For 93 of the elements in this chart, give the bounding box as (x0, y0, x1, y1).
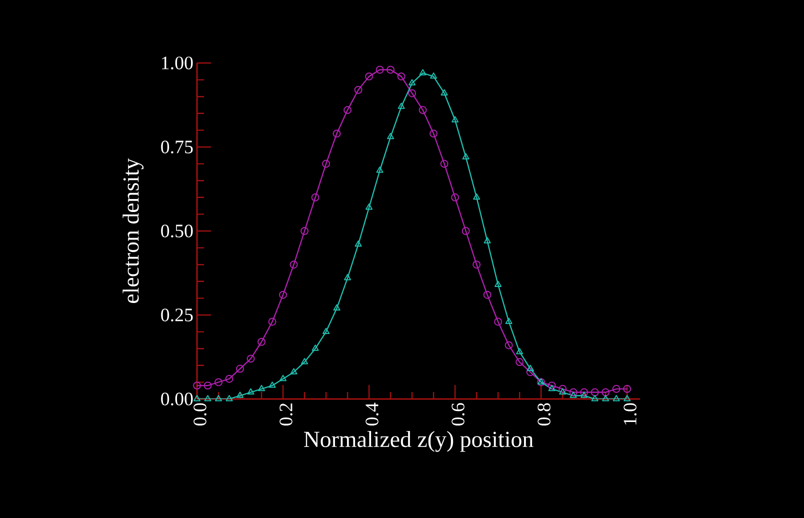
point (419, 69, 426, 76)
x-tick-label: 0.4 (366, 402, 378, 426)
point (300, 227, 309, 235)
point (204, 395, 212, 402)
point (612, 395, 620, 402)
point (484, 237, 491, 244)
point (580, 388, 588, 396)
y-tick-label: 0.25 (161, 308, 193, 322)
point (526, 368, 534, 376)
point (408, 79, 416, 86)
point (440, 89, 448, 96)
point (397, 72, 406, 80)
point (322, 328, 330, 334)
point (462, 153, 470, 160)
point (354, 240, 362, 247)
x-tick-label: 0.0 (194, 403, 206, 426)
point (418, 106, 427, 114)
x-tick-label: 0.8 (538, 403, 551, 426)
point (376, 66, 384, 74)
point (504, 341, 513, 350)
point (548, 384, 556, 392)
point (193, 382, 201, 390)
point (452, 116, 459, 122)
point (193, 395, 201, 402)
point (268, 318, 276, 326)
x-tick-label: 0.6 (452, 403, 464, 426)
point (376, 166, 384, 173)
point (268, 382, 276, 388)
point (430, 130, 438, 138)
point (279, 290, 288, 299)
point (462, 227, 470, 235)
point (354, 86, 362, 94)
point (365, 72, 374, 80)
point (322, 160, 330, 168)
point (290, 368, 298, 374)
point (548, 382, 556, 390)
point (312, 344, 319, 351)
point (226, 395, 233, 402)
point (590, 388, 599, 396)
point (225, 374, 234, 383)
point (247, 388, 254, 395)
point (301, 358, 308, 364)
y-tick-label: 0.00 (161, 392, 193, 406)
point (236, 364, 244, 373)
point (344, 106, 352, 114)
point (569, 388, 578, 396)
point (591, 395, 598, 402)
point (494, 280, 502, 287)
point (246, 354, 255, 363)
point (602, 395, 610, 402)
point (332, 130, 341, 138)
point (612, 384, 620, 393)
point (559, 388, 566, 395)
point (430, 72, 438, 79)
point (483, 290, 492, 299)
point (204, 382, 212, 390)
point (214, 395, 222, 402)
point (333, 304, 340, 311)
point (344, 274, 352, 280)
y-tick-label: 0.50 (161, 224, 193, 238)
point (570, 392, 577, 398)
point (386, 66, 395, 74)
point (214, 378, 222, 386)
point (558, 384, 567, 393)
x-axis-title: Normalized z(y) position (304, 431, 534, 452)
point (387, 132, 394, 140)
point (290, 260, 298, 269)
point (408, 89, 416, 98)
point (526, 364, 534, 372)
point (623, 384, 632, 393)
point (258, 338, 266, 346)
point (516, 348, 524, 354)
x-tick-label: 1.0 (624, 403, 637, 425)
y-tick-label: 0.75 (161, 140, 193, 154)
point (366, 203, 373, 210)
y-tick-label: 1.00 (162, 56, 193, 70)
y-axis-title: electron density (122, 158, 144, 303)
point (258, 384, 266, 392)
point (494, 318, 502, 326)
point (516, 358, 524, 366)
x-tick-label: 0.2 (280, 404, 292, 426)
point (472, 260, 481, 269)
point (602, 388, 610, 396)
point (473, 193, 480, 200)
point (580, 392, 588, 398)
point (280, 374, 287, 382)
point (236, 392, 244, 398)
point (451, 193, 460, 202)
point (398, 102, 405, 109)
point (311, 193, 320, 202)
point (440, 160, 448, 168)
point (624, 395, 631, 402)
point (505, 318, 512, 324)
